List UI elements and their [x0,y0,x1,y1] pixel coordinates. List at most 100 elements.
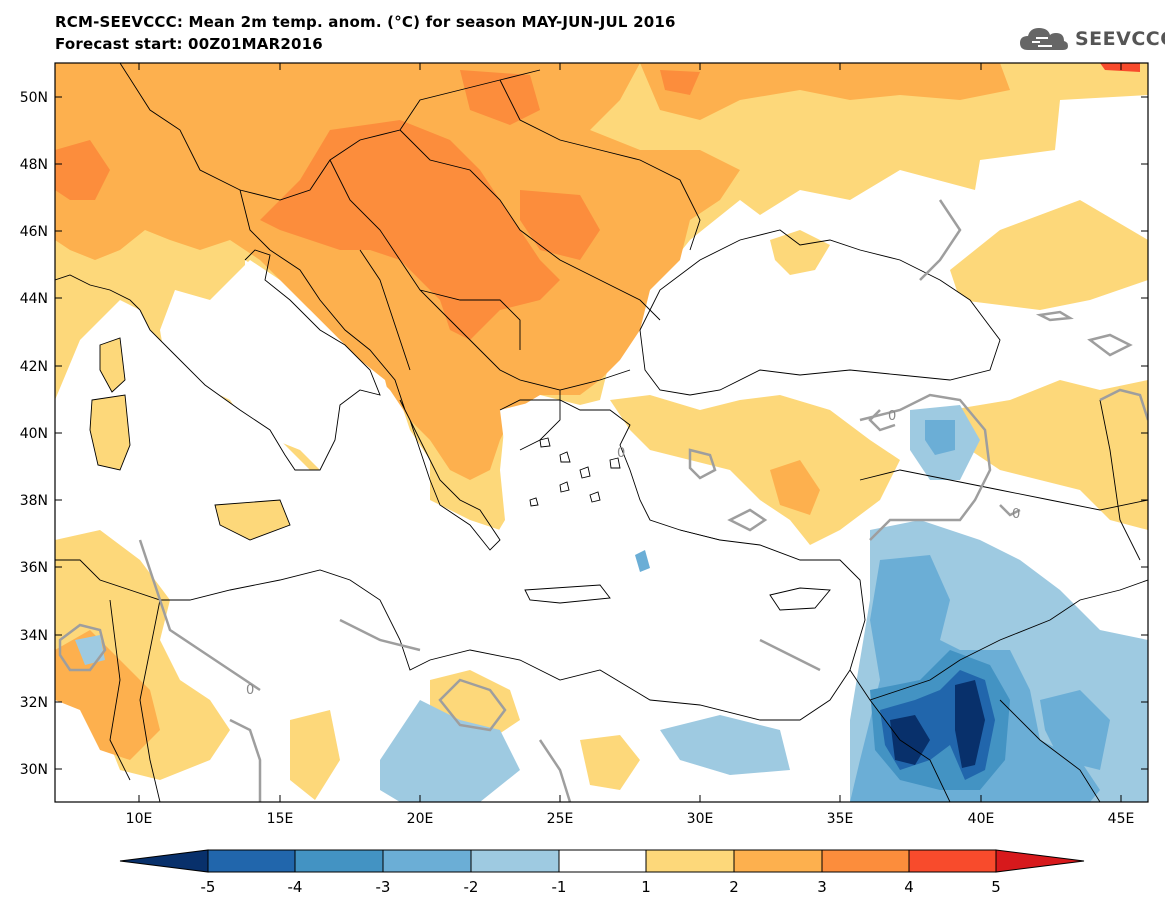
anomaly-minus-1-2-region-egypt-coast [660,715,790,775]
anomaly-3-4-region-alps [55,140,110,200]
anomaly-field [55,63,1148,802]
coastline-anatolia-south [679,529,866,671]
adriatic-sea [245,260,405,440]
crete-island [525,585,610,603]
longitude-axis: 10E 15E 20E 25E 30E 35E 40E 45E [126,63,1135,827]
anomaly-4-5-region [1100,63,1140,72]
colorbar-segment [733,849,823,873]
lon-label: 25E [547,811,574,827]
lon-label: 10E [126,811,153,827]
corsica-outline [99,337,126,393]
greek-islands [529,437,621,507]
colorbar-segment [294,849,384,873]
anomaly-1-2-region-east [950,200,1148,310]
coastline-aegean [499,399,721,541]
colorbar-label: 4 [904,878,914,896]
colorbar-segment [207,849,296,873]
azov-sea [800,200,850,225]
lat-tick [55,96,1148,770]
lon-label: 20E [407,811,434,827]
anomaly-minus-2-3-region-east [1040,690,1110,770]
colorbar-label: 5 [991,878,1001,896]
lat-label: 48N [20,157,48,173]
sicily-island [215,500,290,540]
latitude-axis: 50N 48N 46N 44N 42N 40N 38N 36N 34N 32N … [20,90,1148,778]
anomaly-minus-1-2-region-tunisia [75,635,105,665]
colorbar-segment [119,849,209,873]
rhodes-island [635,550,650,572]
anomaly-3-4-region-poland [460,70,540,125]
anomaly-minus-1-2-region-iraq [1025,580,1065,625]
contour-label-zero: 0 [888,409,896,424]
lat-label: 42N [20,359,48,375]
anomaly-2-3-region [55,63,740,480]
colorbar-segment [908,849,997,873]
lon-label: 45E [1108,811,1135,827]
logo-text: SEEVCCC [1075,28,1165,50]
lat-label: 44N [20,291,48,307]
colorbar-segment [995,849,1085,873]
colorbar-label: -2 [464,878,479,896]
colorbar-segment [382,849,472,873]
cloud-icon [1020,28,1068,50]
colorbar-segment [821,849,910,873]
coastline-balkans [269,249,501,551]
lon-tick [138,63,1122,802]
lon-label: 40E [968,811,995,827]
anomaly-1-2-region-caucasus [950,380,1148,530]
zero-contours [58,199,1148,802]
sicily-outline [214,499,291,541]
coastline-italy [139,249,381,471]
lat-label: 36N [20,560,48,576]
colorbar-label: 2 [729,878,739,896]
lat-label: 38N [20,493,48,509]
lat-label: 50N [20,90,48,106]
anomaly-1-2-region-tunisia [290,710,340,800]
black-sea [640,230,1000,395]
coastline-france [55,274,141,311]
anomaly-3-4-region [260,120,560,340]
colorbar-label: 1 [641,878,651,896]
aegean-sea [500,400,640,530]
sardinia-outline [89,394,131,471]
crete-outline [524,584,611,604]
forecast-start-label: Forecast start: 00Z01MAR2016 [55,35,323,53]
contour-label-zero: 0 [246,683,254,698]
anomaly-2-3-region-north [640,63,1010,120]
cyprus-outline [769,587,831,611]
colorbar-label: -5 [201,878,216,896]
contour-label-zero: 0 [617,446,625,461]
anomaly-2-3-region-anatolia [770,460,820,515]
lat-label: 46N [20,224,48,240]
anomaly-3-4-region-dacia [660,70,700,95]
anomaly-2-3-region-libya [55,630,160,760]
coastline-north-africa [55,559,851,721]
anomaly-below-minus-5-region [890,680,985,768]
lat-label: 40N [20,426,48,442]
corsica-island [100,338,125,392]
anomaly-minus-1-2-region-libya [380,700,520,802]
anomaly-3-4-region-romania [520,190,600,260]
map-title: RCM-SEEVCCC: Mean 2m temp. anom. (°C) fo… [55,13,676,31]
anomaly-1-2-region-egypt [580,735,640,790]
lat-label: 34N [20,628,48,644]
border-lines [109,63,1148,802]
coastline-black-sea [639,229,1001,396]
colorbar-label: -3 [376,878,391,896]
tyrrhenian-sea [130,400,240,500]
colorbar-segment [470,849,560,873]
country-borders [55,63,1148,802]
colorbar-segment [645,849,735,873]
seevccc-logo: SEEVCCC [1018,24,1165,54]
colorbar-label: -1 [552,878,567,896]
lat-label: 30N [20,762,48,778]
lat-label: 32N [20,695,48,711]
eastern-mediterranean-sea [160,520,865,720]
cyprus-island [770,588,830,610]
sardinia-island [90,395,130,470]
colorbar-label: -4 [288,878,303,896]
contour-label-zero: 0 [1012,507,1020,522]
anomaly-1-2-region-anatolia [610,395,900,545]
lon-label: 35E [827,811,854,827]
